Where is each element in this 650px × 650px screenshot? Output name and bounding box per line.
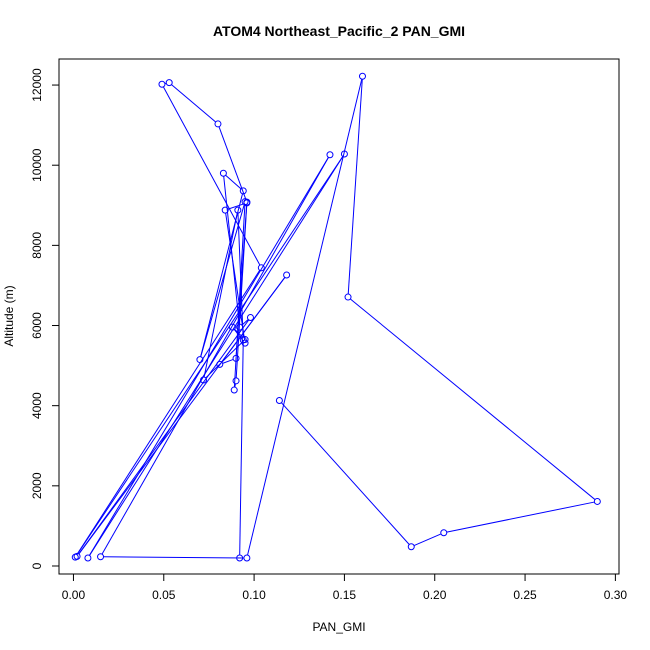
data-point — [239, 336, 247, 344]
data-point — [440, 529, 448, 537]
data-point — [230, 386, 238, 394]
series-line-segment — [227, 203, 245, 210]
series-line-segment — [225, 212, 246, 341]
y-axis-label: Altitude (m) — [2, 285, 16, 346]
data-point — [326, 151, 334, 159]
data-point — [165, 79, 173, 87]
data-point — [236, 323, 244, 331]
data-point — [97, 553, 105, 561]
data-point — [158, 80, 166, 88]
series-layer — [71, 72, 601, 562]
series-line-segment — [234, 383, 236, 388]
series-line-segment — [101, 157, 329, 555]
data-point — [239, 187, 247, 195]
y-tick-label: 2000 — [30, 472, 44, 499]
series-line-segment — [205, 341, 244, 379]
series-line-segment — [218, 126, 247, 200]
series-line-segment — [239, 342, 244, 555]
data-point — [234, 206, 242, 214]
data-point — [407, 543, 415, 551]
data-point — [232, 354, 240, 362]
data-point — [358, 72, 366, 80]
data-point — [236, 554, 244, 562]
series-line-segment — [171, 84, 217, 123]
x-axis-label: PAN_GMI — [312, 620, 365, 634]
series-line-segment — [225, 174, 242, 190]
series-line-segment — [247, 79, 363, 556]
series-line-segment — [78, 319, 250, 555]
x-tick-label: 0.20 — [423, 588, 447, 602]
series-line-segment — [76, 270, 261, 555]
data-point — [241, 198, 249, 206]
series-line-segment — [76, 156, 344, 555]
y-tick-label: 10000 — [30, 148, 44, 182]
series-line-segment — [233, 204, 246, 388]
data-point — [257, 264, 265, 272]
x-axis: 0.00 0.05 0.10 0.15 0.20 0.25 0.30 — [62, 573, 628, 602]
x-tick-label: 0.30 — [604, 588, 628, 602]
data-point — [283, 271, 291, 279]
series-line-segment — [347, 79, 363, 295]
chart-title: ATOM4 Northeast_Pacific_2 PAN_GMI — [213, 23, 465, 39]
data-point — [73, 552, 81, 560]
data-point — [232, 377, 240, 385]
data-point — [214, 120, 222, 128]
data-point — [243, 554, 251, 562]
series-line-segment — [446, 501, 595, 533]
data-point — [344, 293, 352, 301]
series-line-segment — [200, 204, 245, 357]
data-point — [228, 323, 236, 331]
plot-frame — [58, 58, 620, 575]
y-tick-label: 8000 — [30, 232, 44, 259]
series-line-segment — [78, 277, 286, 555]
data-point — [221, 206, 229, 214]
data-point — [275, 396, 283, 404]
x-tick-label: 0.00 — [62, 588, 86, 602]
series-line-segment — [234, 328, 244, 338]
series-line-segment — [222, 358, 234, 364]
x-tick-label: 0.15 — [333, 588, 357, 602]
y-axis: 0 2000 4000 6000 8000 10000 12000 — [30, 68, 60, 569]
data-point — [84, 554, 92, 562]
series-line-segment — [281, 402, 410, 545]
y-tick-label: 6000 — [30, 312, 44, 339]
series-line-segment — [162, 86, 261, 266]
data-point — [216, 360, 224, 368]
series-line-segment — [89, 156, 344, 556]
series-line-segment — [103, 556, 244, 559]
data-point — [593, 497, 601, 505]
y-tick-label: 4000 — [30, 392, 44, 419]
series-line-segment — [203, 212, 238, 378]
data-point — [243, 199, 251, 207]
data-point — [196, 356, 204, 364]
y-tick-label: 12000 — [30, 68, 44, 102]
series-line-segment — [413, 533, 442, 547]
x-tick-label: 0.25 — [513, 588, 537, 602]
x-tick-label: 0.05 — [152, 588, 176, 602]
series-line-segment — [350, 298, 596, 500]
data-point — [219, 169, 227, 177]
data-point — [340, 150, 348, 158]
series-line-segment — [237, 213, 244, 337]
data-point — [246, 314, 254, 322]
data-point — [200, 376, 208, 384]
y-tick-label: 0 — [30, 562, 44, 569]
x-tick-label: 0.10 — [242, 588, 266, 602]
